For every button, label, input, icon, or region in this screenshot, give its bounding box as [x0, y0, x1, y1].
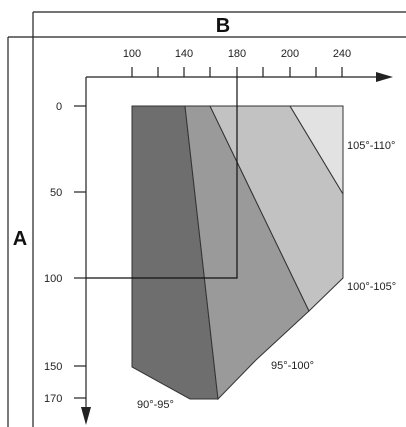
- y-tick-50: 50: [50, 187, 62, 199]
- frame: [7, 11, 406, 427]
- x-tick-100: 100: [123, 48, 141, 60]
- x-tick-140: 140: [175, 48, 193, 60]
- y-tick-100: 100: [44, 273, 62, 285]
- zone-label-105-110: 105°-110°: [347, 140, 395, 152]
- y-axis: [74, 77, 91, 425]
- zones: [131, 105, 344, 401]
- zone-105-110: [289, 105, 344, 196]
- x-axis: [86, 67, 393, 82]
- y-tick-0: 0: [56, 101, 62, 113]
- zone-90-95: [131, 105, 219, 400]
- zone-label-100-105: 100°-105°: [347, 281, 396, 293]
- zone-label-90-95: 90°-95°: [137, 399, 174, 411]
- x-tick-200: 200: [281, 48, 299, 60]
- x-tick-240: 240: [333, 48, 351, 60]
- example-reading-line: [86, 77, 238, 279]
- zone-100-105: [209, 105, 344, 312]
- y-tick-150: 150: [44, 361, 62, 373]
- label-a: A: [13, 228, 27, 250]
- zone-95-100: [184, 105, 310, 401]
- zone-label-95-100: 95°-100°: [271, 360, 314, 372]
- y-tick-170: 170: [44, 393, 62, 405]
- x-tick-180: 180: [228, 48, 246, 60]
- label-b: B: [216, 15, 230, 37]
